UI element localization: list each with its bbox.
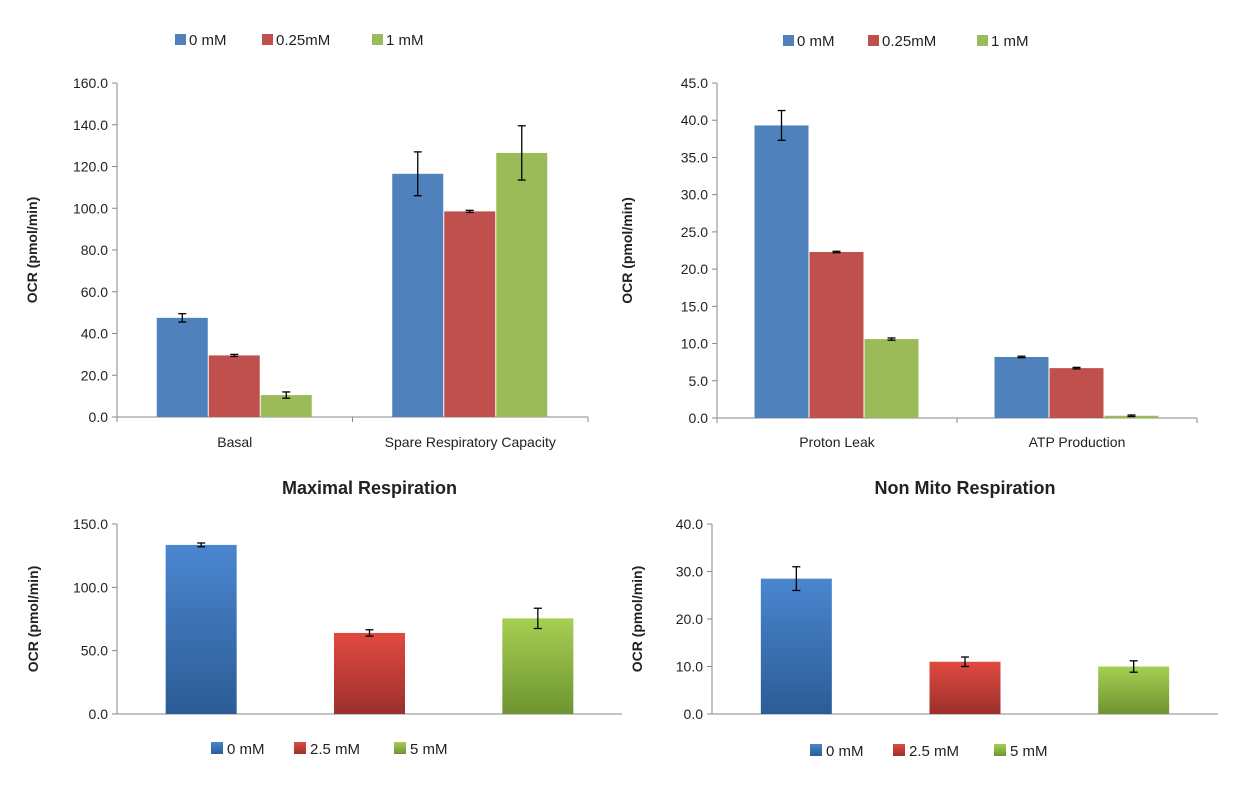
y-tick-label: 20.0 bbox=[681, 261, 708, 277]
legend-swatch bbox=[262, 34, 273, 45]
y-tick-label: 0.0 bbox=[689, 410, 709, 426]
chart-title: Non Mito Respiration bbox=[875, 478, 1056, 498]
y-tick-label: 120.0 bbox=[73, 159, 108, 175]
legend-label: 0 mM bbox=[227, 741, 265, 758]
legend-swatch bbox=[294, 742, 306, 754]
y-tick-label: 150.0 bbox=[73, 516, 108, 532]
chart-proton-atp: 0.0 5.0 10.0 15.0 20.0 25.0 30.0 35.0 40.0 45.0 OC… bbox=[619, 33, 1198, 450]
bar-5mm bbox=[502, 618, 574, 714]
bar-0mm bbox=[165, 544, 237, 714]
bar-0.25mm bbox=[1049, 368, 1104, 418]
legend-swatch bbox=[175, 34, 186, 45]
legend-label: 0 mM bbox=[826, 743, 864, 760]
y-tick-label: 5.0 bbox=[689, 373, 709, 389]
y-tick-label: 50.0 bbox=[81, 643, 108, 659]
bar-0mm bbox=[392, 173, 444, 417]
y-tick-label: 45.0 bbox=[681, 75, 708, 91]
legend-label: 1 mM bbox=[991, 33, 1029, 50]
bar-5mm bbox=[1098, 666, 1170, 714]
legend-label: 2.5 mM bbox=[310, 741, 360, 758]
bar-0mm bbox=[994, 356, 1049, 418]
y-axis-title: OCR (pmol/min) bbox=[619, 197, 635, 304]
legend-swatch bbox=[372, 34, 383, 45]
legend-label: 0.25mM bbox=[882, 33, 936, 50]
y-tick-label: 25.0 bbox=[681, 224, 708, 240]
y-tick-label: 100.0 bbox=[73, 579, 108, 595]
chart-basal-spare: 0.0 20.0 40.0 60.0 80.0 100.0 120.0 140.0 160.0 O… bbox=[24, 32, 589, 450]
legend-label: 0 mM bbox=[189, 32, 227, 49]
y-tick-label: 20.0 bbox=[676, 611, 703, 627]
legend-label: 5 mM bbox=[410, 741, 448, 758]
y-axis-title: OCR (pmol/min) bbox=[24, 197, 40, 304]
y-tick-label: 20.0 bbox=[81, 367, 108, 383]
bar-0.25mm bbox=[809, 251, 864, 418]
legend-swatch bbox=[783, 35, 794, 46]
legend-label: 2.5 mM bbox=[909, 743, 959, 760]
x-category-label: Basal bbox=[217, 434, 252, 450]
y-tick-label: 35.0 bbox=[681, 149, 708, 165]
y-tick-label: 40.0 bbox=[81, 326, 108, 342]
y-tick-label: 80.0 bbox=[81, 242, 108, 258]
y-tick-label: 0.0 bbox=[684, 706, 704, 722]
chart-title: Maximal Respiration bbox=[282, 478, 457, 498]
legend-label: 0 mM bbox=[797, 33, 835, 50]
bar-0mm bbox=[156, 317, 208, 417]
y-tick-label: 10.0 bbox=[681, 336, 708, 352]
legend-label: 1 mM bbox=[386, 32, 424, 49]
chart-non-mito-respiration: Non Mito Respiration 0.0 10.0 20.0 30.0 40.0 O… bbox=[629, 478, 1218, 760]
bar-1mm bbox=[260, 395, 312, 417]
y-tick-label: 15.0 bbox=[681, 298, 708, 314]
x-category-label: ATP Production bbox=[1029, 434, 1126, 450]
y-tick-label: 160.0 bbox=[73, 75, 108, 91]
x-category-label: Spare Respiratory Capacity bbox=[385, 434, 556, 450]
bar-0mm bbox=[760, 578, 832, 714]
x-category-label: Proton Leak bbox=[799, 434, 875, 450]
y-axis-title: OCR (pmol/min) bbox=[25, 566, 41, 673]
chart-maximal-respiration: Maximal Respiration 0.0 50.0 100.0 150.0 OCR … bbox=[25, 478, 622, 758]
bar-0.25mm bbox=[208, 355, 260, 417]
y-tick-label: 0.0 bbox=[89, 409, 109, 425]
bar-1mm bbox=[864, 339, 919, 418]
legend-swatch bbox=[994, 744, 1006, 756]
y-tick-label: 30.0 bbox=[681, 187, 708, 203]
legend-swatch bbox=[977, 35, 988, 46]
y-tick-label: 30.0 bbox=[676, 564, 703, 580]
legend-swatch bbox=[893, 744, 905, 756]
y-axis-title: OCR (pmol/min) bbox=[629, 566, 645, 673]
y-tick-label: 40.0 bbox=[681, 112, 708, 128]
legend-swatch bbox=[394, 742, 406, 754]
bar-1mm bbox=[496, 152, 548, 417]
y-tick-label: 0.0 bbox=[89, 706, 109, 722]
bar-25mm bbox=[929, 661, 1001, 714]
legend-label: 5 mM bbox=[1010, 743, 1048, 760]
y-tick-label: 140.0 bbox=[73, 117, 108, 133]
y-tick-label: 10.0 bbox=[676, 659, 703, 675]
bar-0.25mm bbox=[444, 211, 496, 417]
legend-swatch bbox=[810, 744, 822, 756]
legend-swatch bbox=[211, 742, 223, 754]
bar-25mm bbox=[334, 632, 405, 714]
bar-0mm bbox=[754, 125, 809, 418]
y-tick-label: 40.0 bbox=[676, 516, 703, 532]
y-tick-label: 100.0 bbox=[73, 200, 108, 216]
y-tick-label: 60.0 bbox=[81, 284, 108, 300]
legend-swatch bbox=[868, 35, 879, 46]
legend-label: 0.25mM bbox=[276, 32, 330, 49]
